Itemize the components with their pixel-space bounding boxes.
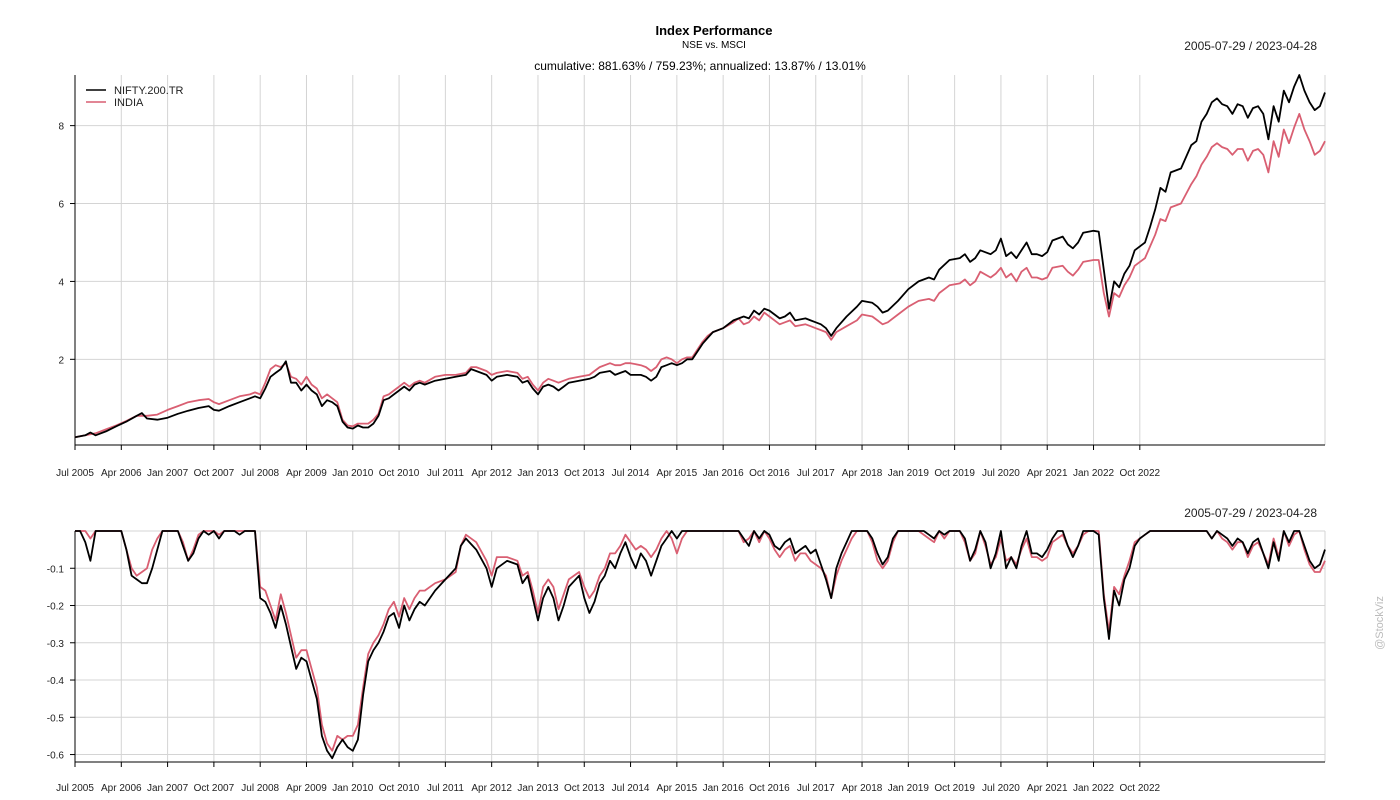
drawdown-panel: Jul 2005 Apr 2006 Jan 2007 Oct 2007 Jul 2008…: [47, 530, 1326, 794]
x-tick-label: Apr 2012: [471, 783, 512, 794]
y-tick-label: -0.2: [47, 602, 65, 613]
x-tick-label: Jan 2010: [332, 468, 374, 479]
x-tick-label: Jul 2008: [241, 783, 279, 794]
watermark: @StockViz: [1374, 596, 1386, 650]
x-tick-label: Oct 2010: [379, 783, 420, 794]
cumulative-series-nifty-200-tr: [74, 74, 1326, 439]
x-tick-label: Apr 2006: [101, 783, 142, 794]
x-tick-label: Oct 2022: [1120, 468, 1161, 479]
x-tick-label: Jul 2005: [56, 783, 94, 794]
x-tick-label: Jul 2011: [427, 783, 465, 794]
legend-label-india: INDIA: [114, 97, 144, 109]
chart-subtitle: NSE vs. MSCI: [682, 40, 746, 51]
x-tick-label: Apr 2015: [657, 468, 698, 479]
y-tick-label: -0.6: [47, 751, 65, 762]
x-tick-label: Jul 2017: [797, 468, 835, 479]
y-tick-label: 8: [58, 122, 64, 133]
x-tick-label: Apr 2009: [286, 468, 327, 479]
x-tick-label: Oct 2016: [749, 783, 790, 794]
x-tick-label: Apr 2018: [842, 783, 883, 794]
x-tick-label: Apr 2015: [657, 783, 698, 794]
chart-title: Index Performance: [655, 23, 772, 38]
y-tick-label: 2: [58, 355, 64, 366]
x-tick-label: Apr 2012: [471, 468, 512, 479]
x-tick-label: Jan 2016: [703, 468, 745, 479]
x-tick-label: Oct 2007: [194, 468, 235, 479]
drawdown-series-nifty-200-tr: [75, 530, 1326, 760]
x-tick-label: Jan 2013: [517, 783, 559, 794]
x-tick-label: Jan 2019: [888, 468, 930, 479]
x-tick-label: Jan 2007: [147, 468, 189, 479]
x-tick-label: Apr 2018: [842, 468, 883, 479]
x-tick-label: Apr 2021: [1027, 783, 1068, 794]
x-tick-label: Jul 2020: [982, 468, 1020, 479]
x-tick-label: Jul 2020: [982, 783, 1020, 794]
x-tick-label: Apr 2009: [286, 783, 327, 794]
x-tick-label: Jan 2019: [888, 783, 930, 794]
x-tick-label: Jan 2007: [147, 783, 189, 794]
x-tick-label: Jul 2014: [612, 468, 650, 479]
x-tick-label: Oct 2019: [934, 468, 975, 479]
cumulative-series-india: [74, 113, 1326, 439]
x-tick-label: Jul 2011: [427, 468, 465, 479]
bottom-panel-date-range: 2005-07-29 / 2023-04-28: [1184, 506, 1317, 520]
cumulative-panel: Jul 2005 Apr 2006 Jan 2007 Oct 2007 Jul 2008…: [56, 74, 1326, 479]
y-tick-label: 4: [58, 277, 64, 288]
x-tick-label: Jul 2017: [797, 783, 835, 794]
x-tick-label: Jan 2016: [703, 783, 745, 794]
x-tick-label: Oct 2007: [194, 783, 235, 794]
x-tick-label: Jan 2013: [517, 468, 559, 479]
y-tick-label: -0.3: [47, 639, 65, 650]
legend: NIFTY.200.TR INDIA: [86, 85, 184, 109]
x-tick-label: Jan 2010: [332, 783, 374, 794]
y-tick-label: -0.4: [47, 676, 65, 687]
x-tick-label: Oct 2013: [564, 783, 605, 794]
x-tick-label: Oct 2013: [564, 468, 605, 479]
x-tick-label: Jul 2014: [612, 783, 650, 794]
drawdown-series-india: [75, 530, 1326, 752]
chart-summary: cumulative: 881.63% / 759.23%; annualize…: [534, 59, 866, 73]
x-tick-label: Oct 2019: [934, 783, 975, 794]
x-tick-label: Jul 2005: [56, 468, 94, 479]
x-tick-label: Jan 2022: [1073, 468, 1115, 479]
x-tick-label: Jan 2022: [1073, 783, 1115, 794]
y-tick-label: 6: [58, 200, 64, 211]
x-tick-label: Jul 2008: [241, 468, 279, 479]
x-tick-label: Oct 2016: [749, 468, 790, 479]
x-tick-label: Oct 2010: [379, 468, 420, 479]
x-tick-label: Apr 2006: [101, 468, 142, 479]
x-tick-label: Apr 2021: [1027, 468, 1068, 479]
y-tick-label: -0.5: [47, 713, 65, 724]
legend-label-nifty: NIFTY.200.TR: [114, 85, 184, 97]
x-tick-label: Oct 2022: [1120, 783, 1161, 794]
top-panel-date-range: 2005-07-29 / 2023-04-28: [1184, 39, 1317, 53]
y-tick-label: -0.1: [47, 564, 65, 575]
